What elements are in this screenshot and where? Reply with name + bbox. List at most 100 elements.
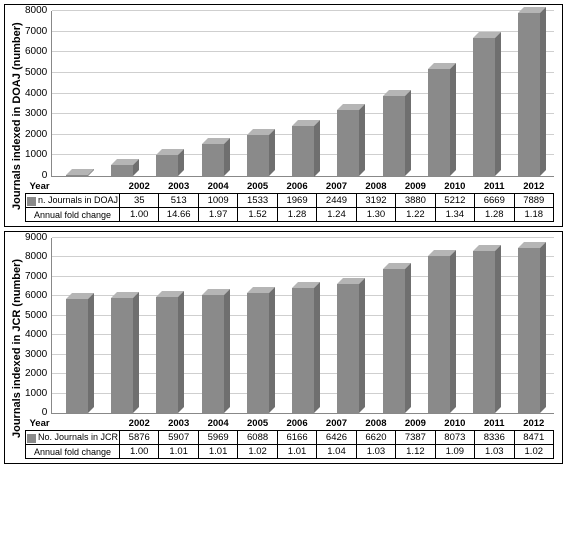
bar-face-front — [202, 295, 224, 413]
x-tick-label: 2012 — [514, 179, 553, 194]
bar — [428, 69, 450, 176]
x-tick-label: 2004 — [198, 179, 237, 194]
x-axis-row: Year200220032004200520062007200820092010… — [26, 416, 554, 431]
bar-face-side — [495, 32, 501, 176]
y-axis: 0100020003000400050006000700080009000 — [25, 238, 51, 413]
table-cell: 6426 — [317, 431, 356, 445]
plot-and-tables: 010002000300040005000600070008000Year200… — [25, 11, 554, 222]
bar-face-front — [202, 144, 224, 176]
table-cell: 1.52 — [238, 208, 277, 222]
table-cell: 1.03 — [356, 445, 395, 459]
chart-wrap: Journals indexed in JCR (number)01000200… — [9, 238, 554, 459]
bar-face-front — [428, 256, 450, 413]
bar-face-side — [133, 292, 139, 413]
table-cell: 7387 — [396, 431, 435, 445]
bar-face-front — [66, 299, 88, 413]
bar-face-side — [269, 287, 275, 413]
table-cell: 1.02 — [238, 445, 277, 459]
x-tick-label: 2004 — [198, 416, 237, 431]
bar-face-side — [405, 263, 411, 413]
bar — [518, 248, 540, 413]
bar-face-front — [383, 269, 405, 413]
row-label-text: Annual fold change — [34, 447, 111, 457]
table-cell: 1533 — [238, 194, 277, 208]
table-cell: 1.01 — [277, 445, 316, 459]
bar — [111, 165, 133, 176]
bar — [473, 251, 495, 413]
table-cell: 2449 — [317, 194, 356, 208]
x-tick-label: 2011 — [475, 179, 514, 194]
x-tick-label: 2012 — [514, 416, 553, 431]
table-cell: 1.30 — [356, 208, 395, 222]
bar — [66, 175, 88, 176]
bar-face-front — [292, 126, 314, 177]
bars-container — [52, 238, 554, 413]
x-tick-label: 2011 — [475, 416, 514, 431]
bar-face-side — [450, 250, 456, 413]
table-cell: 5969 — [198, 431, 237, 445]
table-cell: 7889 — [514, 194, 553, 208]
legend-swatch-icon — [27, 197, 36, 206]
bar-face-side — [178, 149, 184, 176]
table-cell: 1.01 — [159, 445, 198, 459]
table-cell: 6166 — [277, 431, 316, 445]
x-tick-label: 2003 — [159, 416, 198, 431]
table-cell: 14.66 — [159, 208, 198, 222]
chart-wrap: Journals indexed in DOAJ (number)0100020… — [9, 11, 554, 222]
row-label: n. Journals in DOAJ — [26, 194, 120, 208]
row-label: Annual fold change — [26, 445, 120, 459]
y-axis-label: Journals indexed in DOAJ (number) — [9, 11, 25, 222]
table-cell: 8336 — [475, 431, 514, 445]
plot-area — [51, 238, 554, 414]
x-axis-label: Year — [26, 179, 120, 194]
bar-face-side — [540, 242, 546, 413]
bar — [518, 13, 540, 176]
table-cell: 1.01 — [198, 445, 237, 459]
table-cell: 1.18 — [514, 208, 553, 222]
x-axis-label: Year — [26, 416, 120, 431]
table-cell: 1.03 — [475, 445, 514, 459]
data-table: Year200220032004200520062007200820092010… — [25, 179, 554, 222]
table-cell: 1009 — [198, 194, 237, 208]
row-label-text: n. Journals in DOAJ — [38, 195, 118, 205]
y-axis: 010002000300040005000600070008000 — [25, 11, 51, 176]
x-tick-label: 2007 — [317, 416, 356, 431]
table-cell: 1.12 — [396, 445, 435, 459]
bar — [156, 297, 178, 413]
bar-face-side — [88, 293, 94, 413]
bar — [428, 256, 450, 413]
row-label: Annual fold change — [26, 208, 120, 222]
table-cell: 1.04 — [317, 445, 356, 459]
bar-face-front — [66, 175, 88, 176]
bar-face-side — [450, 63, 456, 176]
bar — [337, 110, 359, 176]
bar-face-side — [269, 129, 275, 176]
row-label: No. Journals in JCR — [26, 431, 120, 445]
x-tick-label: 2009 — [396, 179, 435, 194]
x-tick-label: 2006 — [277, 179, 316, 194]
bar-face-front — [473, 38, 495, 176]
bar-face-side — [178, 291, 184, 413]
bar-face-front — [156, 297, 178, 413]
data-table: Year200220032004200520062007200820092010… — [25, 416, 554, 459]
plot-and-tables: 0100020003000400050006000700080009000 Yea… — [25, 238, 554, 459]
bar-face-front — [473, 251, 495, 413]
x-tick-label: 2010 — [435, 416, 474, 431]
bar — [383, 269, 405, 413]
bar-face-front — [337, 284, 359, 413]
table-cell: 6669 — [475, 194, 514, 208]
x-tick-label: 2003 — [159, 179, 198, 194]
x-tick-label: 2002 — [120, 179, 159, 194]
table-cell: 1.28 — [475, 208, 514, 222]
y-axis-label: Journals indexed in JCR (number) — [9, 238, 25, 459]
bar-face-front — [518, 13, 540, 176]
bar-face-side — [359, 278, 365, 413]
table-cell: 1.00 — [120, 445, 159, 459]
bar-face-front — [518, 248, 540, 413]
bar — [247, 135, 269, 176]
table-cell: 8471 — [514, 431, 553, 445]
table-cell: 8073 — [435, 431, 474, 445]
bar — [66, 299, 88, 413]
table-cell: 3192 — [356, 194, 395, 208]
bar — [202, 295, 224, 413]
